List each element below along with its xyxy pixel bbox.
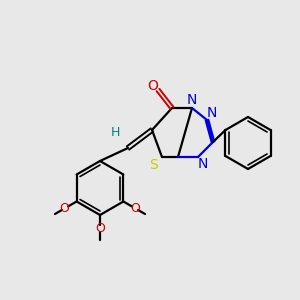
Text: H: H xyxy=(110,125,120,139)
Text: N: N xyxy=(198,157,208,171)
Text: O: O xyxy=(95,223,105,236)
Text: O: O xyxy=(148,79,158,93)
Text: O: O xyxy=(60,202,69,215)
Text: N: N xyxy=(187,93,197,107)
Text: O: O xyxy=(130,202,140,215)
Text: N: N xyxy=(207,106,217,120)
Text: S: S xyxy=(150,158,158,172)
